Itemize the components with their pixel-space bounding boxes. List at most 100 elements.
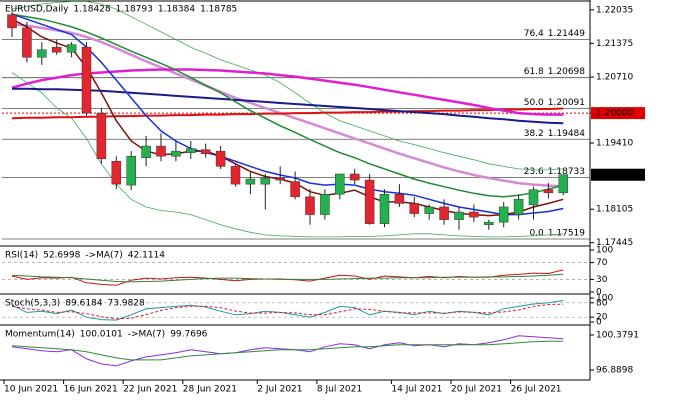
indicator-value: 52.6998 (43, 251, 80, 261)
y-tick-label: 0 (596, 288, 602, 298)
x-tick-label: 2 Jul 2021 (257, 385, 302, 395)
indicator-name: ->MA(7) (85, 251, 122, 261)
fib-price: 1.17519 (548, 228, 585, 238)
fib-price: 1.18733 (548, 167, 585, 177)
indicator-value: 73.9828 (108, 299, 145, 309)
candle-body (424, 206, 434, 214)
indicator-value: 89.6184 (65, 299, 102, 309)
indicator-name: ->MA(7) (128, 330, 165, 340)
indicator-line (11, 72, 564, 238)
ohlc-open: 1.18428 (73, 5, 110, 15)
candle-body (454, 211, 464, 220)
candle-body (245, 178, 256, 185)
fib-price: 1.20091 (548, 98, 585, 108)
candle-body (275, 177, 285, 181)
x-tick-label: 8 Jul 2021 (317, 385, 362, 395)
fib-level: 38.2 (524, 129, 544, 139)
y-tick-label: 100 (596, 246, 613, 256)
level-label-box (591, 107, 645, 120)
candle-body (558, 174, 569, 194)
indicator-value: 99.7696 (170, 330, 207, 340)
candle-body (230, 166, 241, 185)
x-tick-label: 22 Jun 2021 (123, 385, 177, 395)
candle-body (111, 161, 122, 185)
y-tick-label: 1.17445 (596, 238, 633, 248)
candle-body (349, 173, 360, 181)
indicator-name: Stoch(5,3,3) (5, 299, 60, 309)
fib-price: 1.19484 (548, 129, 585, 139)
symbol: EURUSD,Daily (5, 5, 69, 15)
price-label: 1.18785 (596, 170, 633, 180)
indicator-line (11, 340, 564, 361)
y-tick-label: 80 (596, 298, 608, 308)
fib-level: 76.4 (524, 29, 544, 39)
fib-price: 1.20698 (548, 67, 585, 77)
candle-body (498, 206, 509, 223)
indicator-name: Momentum(14) (5, 330, 75, 340)
y-tick-label: 1.20710 (596, 73, 633, 83)
indicator-line (11, 13, 564, 216)
x-tick-label: 28 Jun 2021 (183, 385, 237, 395)
candle-body (394, 194, 405, 204)
candle-body (156, 145, 166, 157)
y-tick-label: 20 (596, 313, 608, 323)
candle-body (260, 177, 271, 185)
indicator-line (11, 23, 564, 188)
indicator-line (11, 300, 564, 321)
candle-body (96, 112, 107, 160)
candle-body (409, 203, 420, 214)
candle-body (37, 49, 47, 58)
y-tick-label: 96.8898 (596, 366, 633, 376)
x-tick-label: 20 Jul 2021 (451, 385, 502, 395)
candle-body (439, 206, 449, 220)
y-tick-label: 1.18105 (596, 205, 633, 215)
candle-body (200, 149, 211, 154)
ohlc-high: 1.18793 (116, 5, 153, 15)
candle-body (290, 181, 300, 198)
price-label-box (591, 168, 645, 181)
candle-body (7, 14, 17, 29)
candle-body (379, 194, 390, 224)
candle-body (320, 194, 330, 215)
y-tick-label: 70 (596, 258, 608, 268)
y-tick-label: 100 (596, 294, 613, 304)
indicator-line (11, 273, 564, 283)
fib-level: 23.6 (524, 167, 544, 177)
candle-body (469, 211, 479, 218)
x-tick-label: 10 Jun 2021 (4, 385, 58, 395)
candle-body (81, 46, 92, 114)
indicator-name: RSI(14) (5, 251, 38, 261)
candle-body (126, 155, 136, 186)
fib-level: 50.0 (524, 98, 544, 108)
y-tick-label: 1.21375 (596, 39, 633, 49)
candle-body (215, 150, 226, 167)
x-tick-label: 26 Jul 2021 (511, 385, 562, 395)
candle-body (364, 179, 375, 224)
candle-body (171, 150, 181, 157)
candle-body (186, 148, 196, 153)
candle-body (543, 189, 554, 194)
y-tick-label: 0 (596, 318, 602, 328)
y-tick-label: 1.19410 (596, 139, 633, 149)
fib-level: 61.8 (524, 67, 544, 77)
candle-body (335, 173, 345, 195)
indicator-line (11, 68, 564, 116)
candle-body (66, 44, 77, 53)
x-tick-label: 16 Jun 2021 (64, 385, 118, 395)
indicator-value: 42.1114 (128, 251, 165, 261)
indicator-line (12, 87, 564, 125)
candle-body (141, 145, 151, 158)
indicator-line (11, 303, 564, 320)
indicator-line (11, 1, 564, 171)
fib-price: 1.21449 (548, 29, 585, 39)
y-tick-label: 30 (596, 275, 608, 285)
candle-body (51, 46, 62, 53)
x-tick-label: 14 Jul 2021 (391, 385, 442, 395)
candle-body (22, 27, 32, 58)
y-tick-label: 1.22035 (596, 5, 633, 15)
indicator-line (11, 13, 564, 198)
ohlc-close: 1.18785 (200, 5, 237, 15)
